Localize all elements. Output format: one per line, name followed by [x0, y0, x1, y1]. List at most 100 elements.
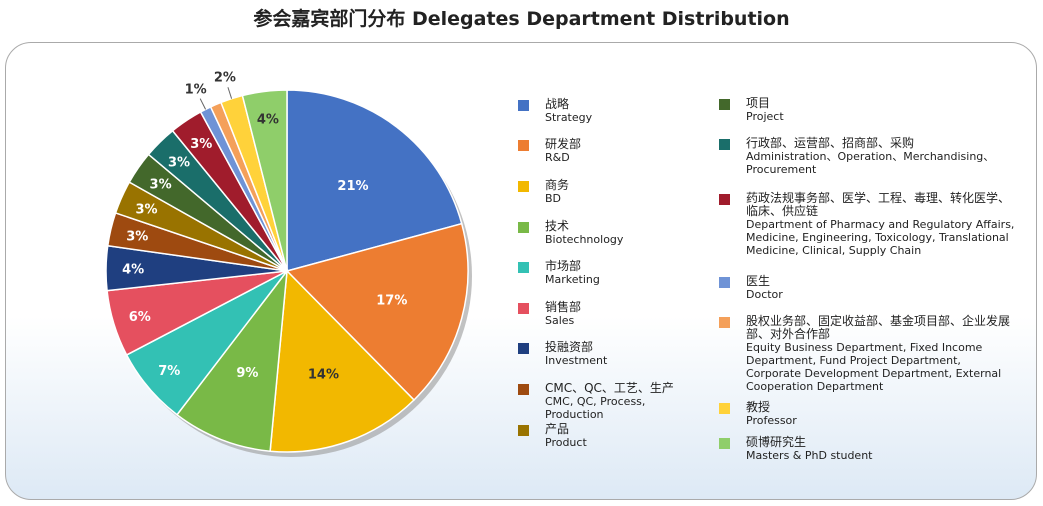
legend-label-en: Investment [545, 354, 608, 367]
legend-label-en: Administration、Operation、Merchandising、P… [746, 150, 995, 176]
legend-text: 市场部 Marketing [545, 259, 693, 287]
pie-slice [286, 89, 463, 272]
legend-swatch [719, 277, 730, 288]
value-label: 4% [257, 112, 279, 127]
legend-label: 商务 [545, 178, 570, 192]
legend-label-en: Department of Pharmacy and Regulatory Af… [746, 218, 1015, 257]
legend-swatch [518, 262, 529, 273]
legend-text: 医生 Doctor [746, 274, 1019, 302]
legend-text: 产品 Product [545, 422, 693, 450]
legend-label: 战略 [545, 97, 570, 111]
legend-label-en: R&D [545, 151, 570, 164]
legend-label: 硕博研究生 [746, 435, 807, 449]
legend-item: 销售部 Sales [518, 301, 693, 327]
legend-text: 销售部 Sales [545, 300, 693, 328]
value-label: 3% [190, 137, 212, 152]
value-label: 2% [214, 71, 236, 86]
value-label: 6% [129, 310, 151, 325]
legend-label-en: Doctor [746, 288, 783, 301]
legend-item: 市场部 Marketing [518, 260, 693, 286]
legend-text: 项目 Project [746, 96, 1019, 124]
pie-slice [241, 89, 288, 272]
legend-item: 商务 BD [518, 179, 693, 205]
legend-swatch [518, 181, 529, 192]
chart-title: 参会嘉宾部门分布 Delegates Department Distributi… [253, 8, 790, 30]
legend-text: CMC、QC、工艺、生产 CMC, QC, Process, Production [545, 381, 693, 422]
legend-label-en: Biotechnology [545, 233, 624, 246]
legend-swatch [518, 343, 529, 354]
legend-swatch [518, 100, 529, 111]
legend-item: 股权业务部、固定收益部、基金项目部、企业发展部、对外合作部 Equity Busi… [719, 315, 1019, 393]
legend-label-en: Marketing [545, 273, 600, 286]
value-label: 4% [122, 263, 144, 278]
value-label: 9% [236, 366, 258, 381]
value-label: 3% [150, 177, 172, 192]
legend-text: 股权业务部、固定收益部、基金项目部、企业发展部、对外合作部 Equity Busi… [746, 314, 1019, 394]
legend-text: 硕博研究生 Masters & PhD student [746, 435, 1019, 463]
legend-swatch [719, 438, 730, 449]
legend-item: 产品 Product [518, 423, 693, 449]
legend-label: CMC、QC、工艺、生产 [545, 381, 674, 395]
legend-text: 技术 Biotechnology [545, 219, 693, 247]
legend-label-en: Masters & PhD student [746, 449, 873, 462]
legend-label: 技术 [545, 219, 570, 233]
value-label: 3% [126, 229, 148, 244]
legend-item: 技术 Biotechnology [518, 220, 693, 246]
legend-text: 药政法规事务部、医学、工程、毒理、转化医学、临床、供应链 Department o… [746, 191, 1019, 258]
legend-swatch [518, 384, 529, 395]
leader-line [199, 98, 207, 110]
legend-label: 产品 [545, 422, 570, 436]
pie-slice [285, 222, 469, 402]
legend-swatch [518, 425, 529, 436]
legend-text: 投融资部 Investment [545, 340, 693, 368]
legend-item: 项目 Project [719, 97, 1019, 123]
legend-swatch [719, 403, 730, 414]
legend-label-en: Strategy [545, 111, 593, 124]
legend-item: 医生 Doctor [719, 275, 1019, 301]
value-label: 7% [158, 364, 180, 379]
legend-label: 医生 [746, 274, 771, 288]
legend-label: 教授 [746, 400, 771, 414]
value-label: 21% [337, 179, 368, 194]
value-label: 14% [308, 367, 339, 382]
legend-swatch [719, 139, 730, 150]
value-label: 17% [376, 293, 407, 308]
legend-label-en: Equity Business Department, Fixed Income… [746, 341, 1002, 393]
legend-item: 行政部、运营部、招商部、采购 Administration、Operation、M… [719, 137, 1019, 176]
legend-item: 硕博研究生 Masters & PhD student [719, 436, 1019, 462]
legend-item: 投融资部 Investment [518, 341, 693, 367]
legend-label: 销售部 [545, 300, 582, 314]
legend-label: 股权业务部、固定收益部、基金项目部、企业发展部、对外合作部 [746, 314, 1011, 341]
legend-label-en: CMC, QC, Process, Production [545, 395, 646, 421]
legend-label-en: Sales [545, 314, 575, 327]
legend-item: 药政法规事务部、医学、工程、毒理、转化医学、临床、供应链 Department o… [719, 192, 1019, 257]
legend-swatch [518, 303, 529, 314]
legend-label: 项目 [746, 96, 771, 110]
legend-text: 行政部、运营部、招商部、采购 Administration、Operation、M… [746, 136, 1019, 177]
legend-item: 研发部 R&D [518, 138, 693, 164]
legend-item: 战略 Strategy [518, 98, 693, 124]
legend-label: 市场部 [545, 259, 582, 273]
legend-label: 研发部 [545, 137, 582, 151]
value-label: 3% [135, 202, 157, 217]
legend-swatch [719, 194, 730, 205]
legend-label: 药政法规事务部、医学、工程、毒理、转化医学、临床、供应链 [746, 191, 1011, 218]
leader-line [227, 87, 233, 99]
pie-slice [269, 269, 416, 453]
pie-slice [175, 268, 288, 453]
legend-swatch [719, 317, 730, 328]
legend-swatch [518, 222, 529, 233]
legend-label: 投融资部 [545, 340, 594, 354]
legend-label: 行政部、运营部、招商部、采购 [746, 136, 915, 150]
legend-label-en: BD [545, 192, 562, 205]
legend-text: 研发部 R&D [545, 137, 693, 165]
legend-swatch [518, 140, 529, 151]
legend-label-en: Product [545, 436, 587, 449]
legend-label-en: Project [746, 110, 784, 123]
legend-label-en: Professor [746, 414, 797, 427]
legend-item: 教授 Professor [719, 401, 1019, 427]
legend-text: 战略 Strategy [545, 97, 693, 125]
value-label: 3% [168, 155, 190, 170]
